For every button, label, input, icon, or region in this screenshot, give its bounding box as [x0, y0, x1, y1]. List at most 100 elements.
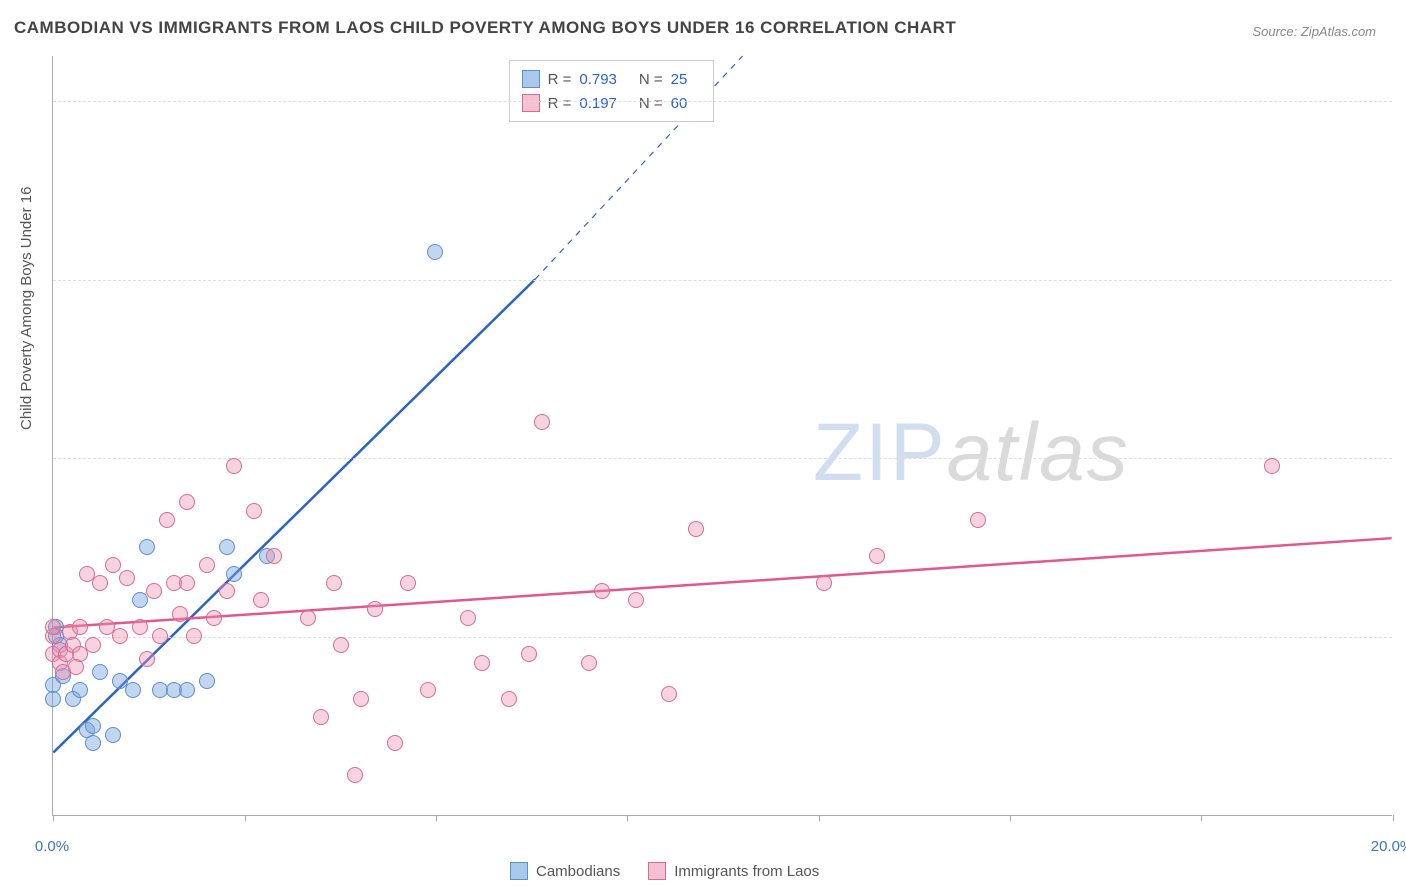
n-label: N =: [639, 71, 663, 88]
data-point: [1264, 458, 1280, 474]
plot-area: ZIPatlas R =0.793N =25R =0.197N =60 20.0…: [52, 56, 1392, 816]
data-point: [474, 655, 490, 671]
data-point: [460, 610, 476, 626]
data-point: [501, 691, 517, 707]
data-point: [333, 637, 349, 653]
r-value: 0.197: [579, 95, 617, 112]
data-point: [347, 767, 363, 783]
legend-label: Immigrants from Laos: [674, 863, 819, 880]
data-point: [869, 548, 885, 564]
data-point: [146, 583, 162, 599]
data-point: [159, 512, 175, 528]
data-point: [253, 592, 269, 608]
legend-item: Cambodians: [510, 862, 620, 880]
legend-swatch: [648, 862, 666, 880]
data-point: [139, 539, 155, 555]
data-point: [105, 557, 121, 573]
data-point: [688, 521, 704, 537]
data-point: [226, 566, 242, 582]
data-point: [105, 727, 121, 743]
r-value: 0.793: [579, 71, 617, 88]
data-point: [816, 575, 832, 591]
data-point: [219, 539, 235, 555]
data-point: [661, 686, 677, 702]
data-point: [85, 735, 101, 751]
data-point: [400, 575, 416, 591]
data-point: [172, 606, 188, 622]
x-tick: [1201, 815, 1202, 821]
n-value: 25: [671, 71, 688, 88]
data-point: [300, 610, 316, 626]
data-point: [72, 619, 88, 635]
legend-row: R = 0.793 N = 25: [522, 67, 702, 91]
data-point: [266, 548, 282, 564]
data-point: [970, 512, 986, 528]
data-point: [179, 682, 195, 698]
data-point: [313, 709, 329, 725]
data-point: [246, 503, 262, 519]
trend-lines-layer: [53, 56, 1392, 815]
n-value: 60: [671, 95, 688, 112]
data-point: [353, 691, 369, 707]
legend-item: Immigrants from Laos: [648, 862, 819, 880]
chart-title: CAMBODIAN VS IMMIGRANTS FROM LAOS CHILD …: [14, 18, 956, 38]
data-point: [594, 583, 610, 599]
x-tick: [436, 815, 437, 821]
data-point: [132, 619, 148, 635]
legend-swatch: [522, 70, 540, 88]
x-tick-label: 0.0%: [35, 838, 69, 855]
x-tick-label: 20.0%: [1371, 838, 1406, 855]
data-point: [119, 570, 135, 586]
data-point: [72, 682, 88, 698]
data-point: [45, 691, 61, 707]
r-label: R =: [548, 95, 572, 112]
data-point: [199, 673, 215, 689]
y-axis-label: Child Poverty Among Boys Under 16: [18, 187, 35, 430]
data-point: [139, 651, 155, 667]
data-point: [85, 637, 101, 653]
gridline: [53, 101, 1392, 102]
data-point: [85, 718, 101, 734]
x-tick: [1393, 815, 1394, 821]
watermark-zip: ZIP: [813, 407, 947, 498]
legend-label: Cambodians: [536, 863, 620, 880]
data-point: [92, 664, 108, 680]
data-point: [420, 682, 436, 698]
correlation-legend: R = 0.793 N = 25 R = 0.197 N = 60: [509, 60, 715, 122]
x-tick: [819, 815, 820, 821]
data-point: [367, 601, 383, 617]
x-tick: [1010, 815, 1011, 821]
x-tick: [627, 815, 628, 821]
watermark-atlas: atlas: [947, 407, 1130, 498]
n-label: N =: [639, 95, 663, 112]
source-label: Source: ZipAtlas.com: [1252, 24, 1376, 39]
data-point: [179, 494, 195, 510]
data-point: [206, 610, 222, 626]
gridline: [53, 280, 1392, 281]
r-label: R =: [548, 71, 572, 88]
data-point: [427, 244, 443, 260]
data-point: [112, 628, 128, 644]
legend-swatch: [510, 862, 528, 880]
data-point: [199, 557, 215, 573]
data-point: [387, 735, 403, 751]
data-point: [521, 646, 537, 662]
series-legend: Cambodians Immigrants from Laos: [510, 862, 819, 880]
data-point: [226, 458, 242, 474]
data-point: [68, 659, 84, 675]
gridline: [53, 458, 1392, 459]
data-point: [45, 619, 61, 635]
data-point: [179, 575, 195, 591]
data-point: [581, 655, 597, 671]
x-tick: [53, 815, 54, 821]
data-point: [219, 583, 235, 599]
data-point: [326, 575, 342, 591]
gridline: [53, 637, 1392, 638]
data-point: [152, 628, 168, 644]
legend-swatch: [522, 94, 540, 112]
legend-row: R = 0.197 N = 60: [522, 91, 702, 115]
x-tick: [245, 815, 246, 821]
data-point: [186, 628, 202, 644]
watermark: ZIPatlas: [813, 406, 1130, 500]
data-point: [534, 414, 550, 430]
